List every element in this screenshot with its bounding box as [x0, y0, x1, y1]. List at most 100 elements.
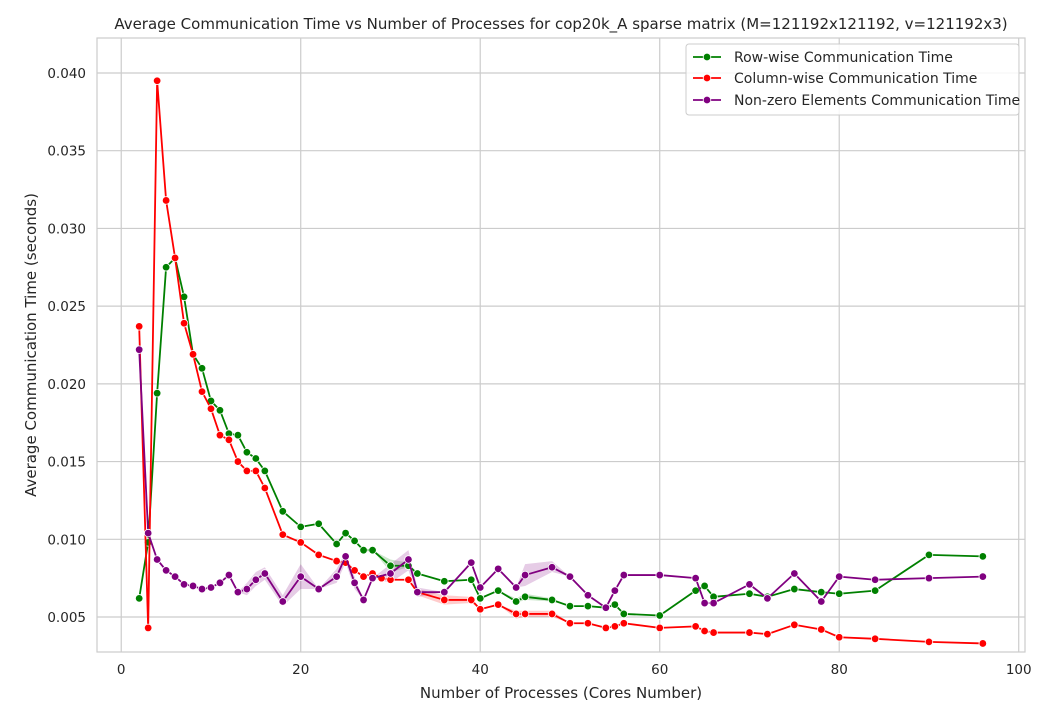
plot-frame	[96, 37, 1026, 653]
data-point-row-wise-communication-time	[197, 364, 207, 373]
data-point-column-wise-communication-time	[610, 622, 620, 631]
data-point-column-wise-communication-time	[870, 634, 880, 643]
data-point-row-wise-communication-time	[314, 519, 323, 528]
data-point-column-wise-communication-time	[215, 430, 225, 440]
y-tick-label: 0.015	[47, 455, 86, 471]
data-point-non-zero-elements-communication-time	[520, 570, 530, 580]
data-point-row-wise-communication-time	[817, 587, 826, 597]
legend-entry-non-zero: Non-zero Elements Communication Time	[693, 93, 1020, 109]
legend: Row-wise Communication Time Column-wise …	[685, 43, 1020, 116]
data-point-column-wise-communication-time	[700, 626, 709, 636]
data-point-non-zero-elements-communication-time	[278, 597, 287, 606]
data-point-non-zero-elements-communication-time	[215, 578, 225, 588]
x-tick-label: 80	[831, 662, 848, 678]
data-point-non-zero-elements-communication-time	[296, 572, 305, 581]
x-axis-label: Number of Processes (Cores Number)	[420, 684, 702, 702]
y-tick-label: 0.030	[47, 221, 86, 237]
data-point-column-wise-communication-time	[314, 550, 323, 560]
data-point-non-zero-elements-communication-time	[511, 583, 521, 592]
data-point-row-wise-communication-time	[511, 597, 521, 606]
data-point-column-wise-communication-time	[332, 556, 341, 566]
data-point-column-wise-communication-time	[224, 435, 234, 445]
data-point-non-zero-elements-communication-time	[413, 587, 422, 597]
data-point-column-wise-communication-time	[511, 609, 521, 619]
data-point-column-wise-communication-time	[493, 600, 503, 609]
data-point-column-wise-communication-time	[206, 404, 216, 413]
data-point-non-zero-elements-communication-time	[467, 558, 476, 567]
data-point-column-wise-communication-time	[978, 639, 988, 648]
data-point-column-wise-communication-time	[134, 322, 144, 331]
data-point-non-zero-elements-communication-time	[700, 598, 709, 608]
data-point-row-wise-communication-time	[520, 592, 530, 602]
data-point-row-wise-communication-time	[215, 406, 225, 415]
legend-marker-non-zero	[702, 95, 712, 105]
data-point-non-zero-elements-communication-time	[601, 603, 611, 612]
y-tick-label: 0.020	[47, 377, 86, 393]
data-point-column-wise-communication-time	[709, 628, 718, 637]
data-point-row-wise-communication-time	[350, 536, 359, 546]
data-point-column-wise-communication-time	[143, 623, 153, 633]
data-point-row-wise-communication-time	[924, 550, 934, 560]
data-point-non-zero-elements-communication-time	[404, 555, 413, 564]
data-point-column-wise-communication-time	[520, 609, 530, 619]
data-point-column-wise-communication-time	[440, 595, 449, 605]
y-tick-label: 0.010	[47, 532, 86, 548]
data-point-non-zero-elements-communication-time	[359, 595, 368, 605]
data-point-non-zero-elements-communication-time	[134, 345, 144, 354]
data-point-non-zero-elements-communication-time	[161, 566, 171, 575]
series-lines	[134, 76, 988, 648]
legend-marker-column-wise	[702, 73, 712, 83]
data-point-row-wise-communication-time	[870, 586, 880, 595]
data-point-non-zero-elements-communication-time	[341, 552, 350, 561]
data-point-non-zero-elements-communication-time	[350, 578, 359, 588]
data-point-column-wise-communication-time	[251, 466, 261, 476]
data-point-non-zero-elements-communication-time	[197, 584, 207, 594]
data-point-row-wise-communication-time	[655, 611, 664, 620]
data-point-row-wise-communication-time	[476, 594, 485, 603]
y-tick-label: 0.035	[47, 144, 86, 160]
data-point-non-zero-elements-communication-time	[188, 581, 198, 591]
data-point-row-wise-communication-time	[242, 448, 252, 457]
data-point-non-zero-elements-communication-time	[610, 586, 620, 595]
data-point-column-wise-communication-time	[278, 530, 287, 539]
data-point-row-wise-communication-time	[565, 601, 575, 611]
data-point-non-zero-elements-communication-time	[224, 570, 234, 580]
legend-entry-column-wise: Column-wise Communication Time	[693, 71, 977, 87]
data-point-non-zero-elements-communication-time	[152, 555, 162, 564]
legend-label-column-wise: Column-wise Communication Time	[734, 71, 977, 87]
data-point-row-wise-communication-time	[134, 594, 144, 603]
data-point-row-wise-communication-time	[278, 507, 287, 516]
data-point-non-zero-elements-communication-time	[565, 572, 575, 581]
data-point-row-wise-communication-time	[161, 263, 171, 272]
x-tick-label: 0	[117, 662, 126, 678]
data-point-row-wise-communication-time	[359, 545, 368, 555]
tick-labels: 0 20 40 60 80 100 0.005 0.010 0.015 0.020 0.025 0.0…	[47, 66, 1031, 678]
data-point-non-zero-elements-communication-time	[233, 587, 243, 597]
data-point-non-zero-elements-communication-time	[745, 580, 754, 589]
data-point-column-wise-communication-time	[197, 387, 207, 396]
data-point-column-wise-communication-time	[601, 623, 611, 633]
data-point-non-zero-elements-communication-time	[143, 528, 153, 538]
x-tick-label: 100	[1006, 662, 1032, 678]
data-point-column-wise-communication-time	[745, 628, 754, 637]
series-non-zero-elements-communication-time	[134, 345, 988, 612]
y-axis-label: Average Communication Time (seconds)	[22, 193, 40, 497]
data-point-non-zero-elements-communication-time	[817, 597, 826, 606]
data-point-row-wise-communication-time	[251, 454, 261, 463]
data-point-non-zero-elements-communication-time	[206, 583, 216, 592]
data-point-non-zero-elements-communication-time	[386, 569, 395, 578]
data-point-column-wise-communication-time	[476, 605, 485, 614]
data-point-non-zero-elements-communication-time	[619, 570, 629, 580]
data-point-row-wise-communication-time	[493, 586, 503, 595]
data-point-non-zero-elements-communication-time	[583, 591, 593, 600]
data-point-column-wise-communication-time	[296, 538, 305, 547]
data-point-non-zero-elements-communication-time	[870, 575, 880, 584]
data-point-non-zero-elements-communication-time	[332, 572, 341, 581]
data-point-non-zero-elements-communication-time	[790, 569, 799, 578]
data-point-non-zero-elements-communication-time	[242, 584, 252, 594]
data-point-non-zero-elements-communication-time	[260, 569, 270, 578]
grid	[97, 38, 1025, 652]
data-point-column-wise-communication-time	[188, 350, 198, 359]
data-point-column-wise-communication-time	[691, 622, 700, 631]
data-point-non-zero-elements-communication-time	[709, 598, 718, 608]
